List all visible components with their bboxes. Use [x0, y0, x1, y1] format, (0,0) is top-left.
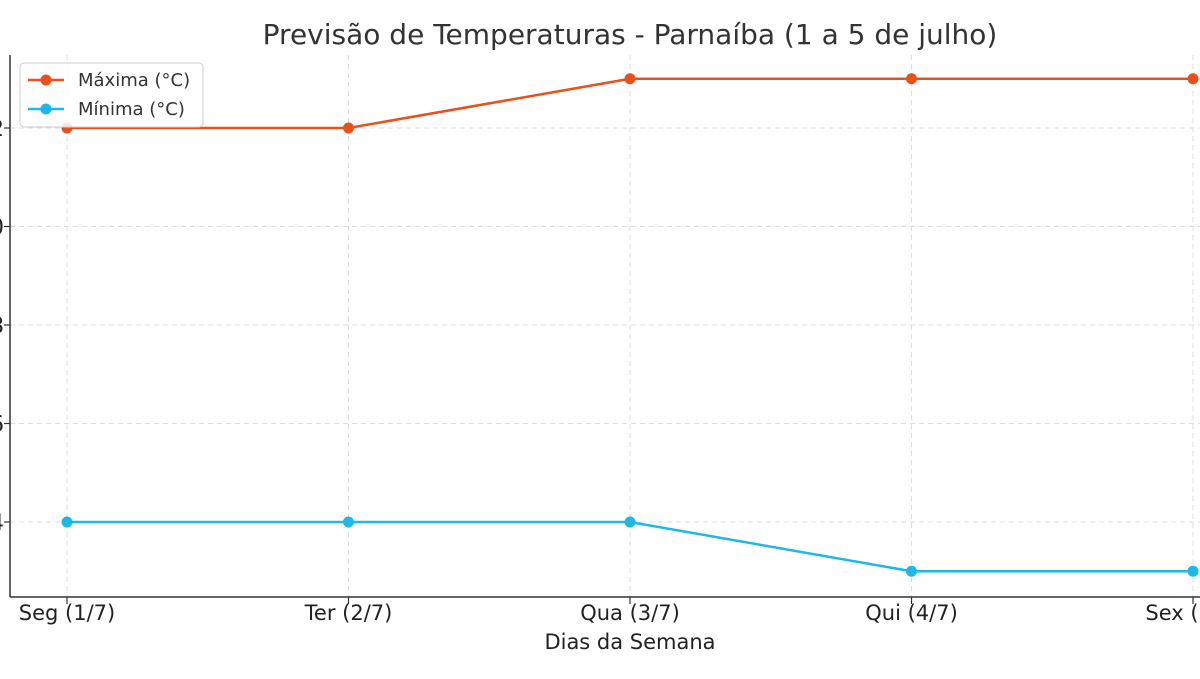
- legend-label: Mínima (°C): [78, 99, 185, 120]
- x-axis-label: Dias da Semana: [544, 630, 715, 654]
- y-tick-label: 28: [0, 314, 4, 339]
- x-tick-label: Qui (4/7): [865, 601, 958, 625]
- legend-label: Máxima (°C): [78, 70, 190, 91]
- y-tick-label: 24: [0, 511, 4, 536]
- y-tick-label: 30: [0, 216, 4, 241]
- data-point-minima: [1187, 565, 1199, 577]
- grid-layer: [10, 55, 1200, 597]
- data-point-maxima: [343, 122, 354, 134]
- x-tick-label: Qua (3/7): [580, 601, 680, 625]
- y-tick-label: 26: [0, 413, 4, 438]
- x-tick-label: Sex (5/7): [1145, 601, 1200, 625]
- legend-swatch-marker: [40, 74, 52, 86]
- data-point-maxima: [1187, 73, 1199, 85]
- axes-layer: [9, 55, 1200, 598]
- legend-swatch-marker: [40, 103, 52, 115]
- data-point-minima: [343, 516, 354, 528]
- data-point-maxima: [624, 73, 636, 85]
- legend-box: [19, 62, 204, 128]
- x-tick-label: Ter (2/7): [304, 601, 393, 625]
- ticks-layer: Seg (1/7) Ter (2/7) Qua (3/7) Qui (4/7) Sex …: [0, 117, 1200, 625]
- y-tick-label: 32: [0, 117, 4, 142]
- chart-title: Previsão de Temperaturas - Parnaíba (1 a…: [263, 18, 998, 51]
- x-tick-label: Seg (1/7): [19, 601, 115, 625]
- data-point-minima: [906, 565, 917, 577]
- data-point-maxima: [906, 73, 917, 85]
- legend: Máxima (°C) Mínima (°C): [19, 62, 204, 128]
- data-point-minima: [624, 516, 636, 528]
- data-point-minima: [61, 516, 73, 528]
